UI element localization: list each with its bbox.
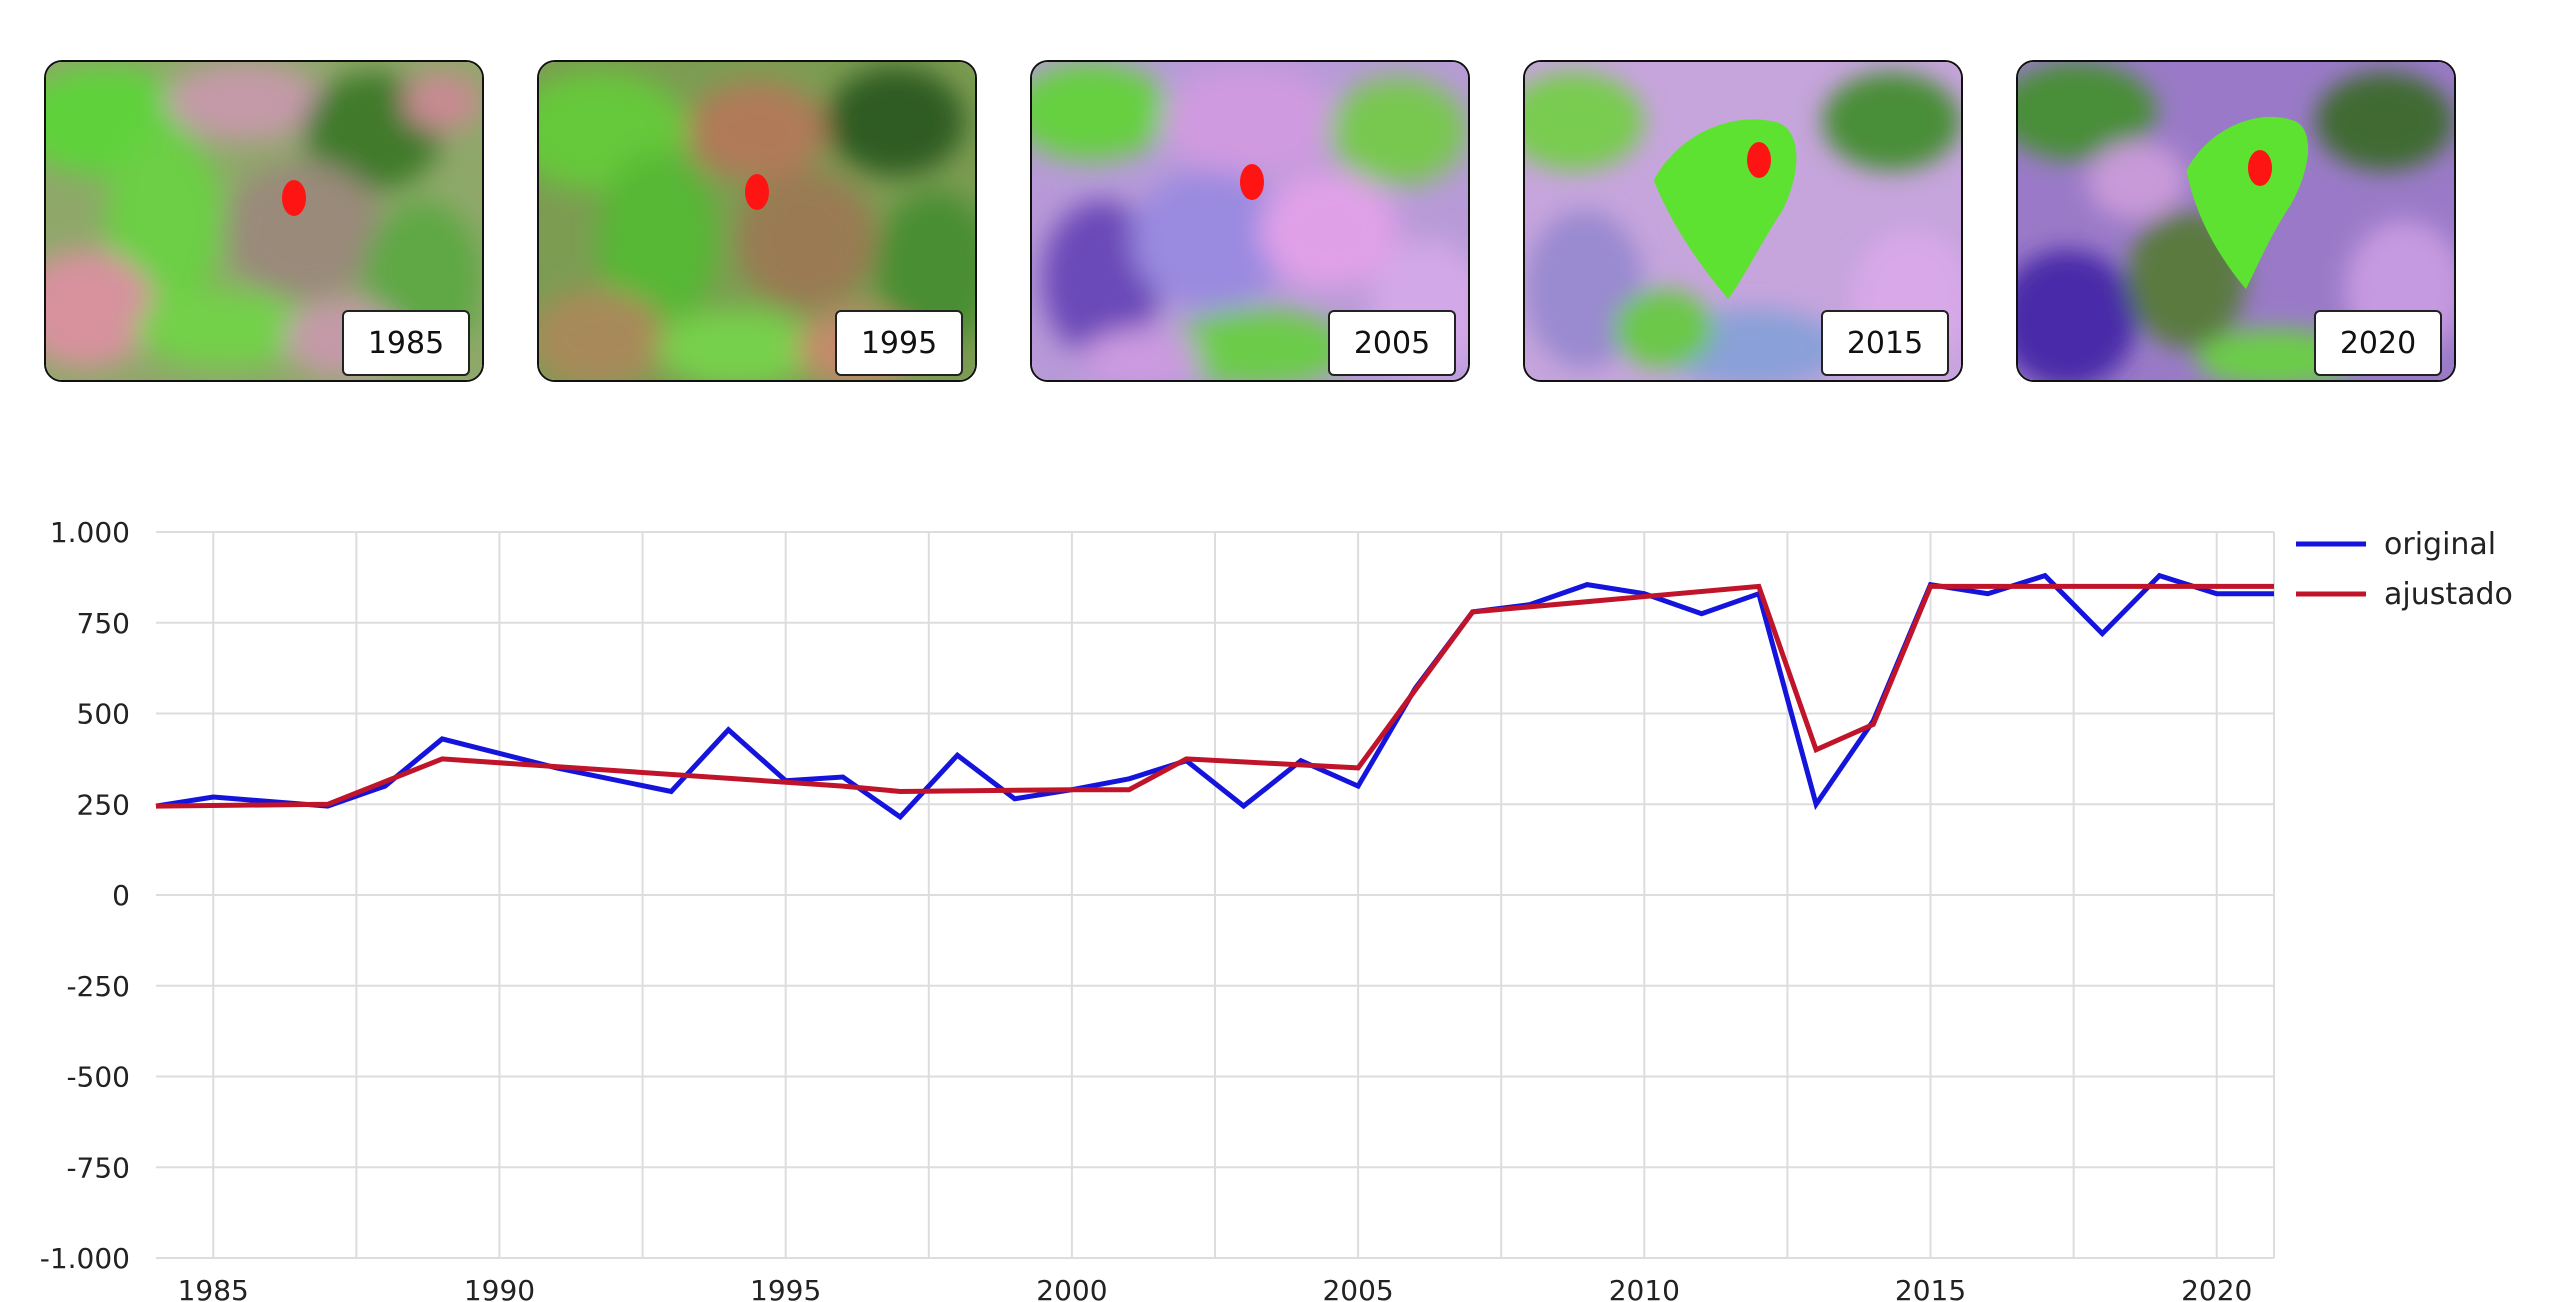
- y-tick-label: -750: [66, 1151, 130, 1184]
- x-tick-label: 2020: [2181, 1274, 2252, 1302]
- y-tick-label: -1.000: [40, 1242, 130, 1275]
- thumbnail-2005: 2005: [1030, 60, 1470, 382]
- thumbnail-1985: 1985: [44, 60, 484, 382]
- location-marker: [1747, 142, 1771, 178]
- satellite-image-1985: [46, 62, 482, 380]
- satellite-image-2005: [1032, 62, 1468, 380]
- y-tick-label: 250: [77, 788, 130, 821]
- chart-legend: original ajustado: [2296, 527, 2513, 612]
- y-tick-label: 1.000: [50, 516, 130, 549]
- x-tick-label: 2005: [1322, 1274, 1393, 1302]
- y-tick-label: 0: [112, 879, 130, 912]
- y-tick-label: -500: [66, 1061, 130, 1094]
- thumbnail-1995: 1995: [537, 60, 977, 382]
- year-label: 2020: [2314, 310, 2442, 376]
- x-tick-label: 2015: [1895, 1274, 1966, 1302]
- chart-series: [155, 572, 2274, 821]
- year-label: 1995: [835, 310, 963, 376]
- year-label: 2005: [1328, 310, 1456, 376]
- year-label: 2015: [1821, 310, 1949, 376]
- location-marker: [1240, 164, 1264, 200]
- thumbnail-2020: 2020: [2016, 60, 2456, 382]
- x-tick-label: 1990: [464, 1274, 535, 1302]
- series-line-ajustado: [155, 583, 2274, 809]
- y-tick-label: 500: [77, 698, 130, 731]
- year-label: 1985: [342, 310, 470, 376]
- thumbnail-2015: 2015: [1523, 60, 1963, 382]
- y-tick-label: 750: [77, 607, 130, 640]
- x-axis-ticks: 1985 1990 1995 2000 2005 2010 2015 2020: [178, 1274, 2253, 1302]
- legend-label-original: original: [2384, 527, 2496, 562]
- x-tick-label: 1985: [178, 1274, 249, 1302]
- location-marker: [2248, 150, 2272, 186]
- satellite-thumbnails: 1985 1995: [0, 0, 2560, 400]
- satellite-image-2015: [1525, 62, 1961, 380]
- satellite-image-1995: [539, 62, 975, 380]
- location-marker: [282, 180, 306, 216]
- x-tick-label: 1995: [750, 1274, 821, 1302]
- x-tick-label: 2010: [1609, 1274, 1680, 1302]
- legend-label-ajustado: ajustado: [2384, 577, 2513, 612]
- location-marker: [745, 174, 769, 210]
- chart-grid: [156, 531, 2275, 1259]
- y-tick-label: -250: [66, 970, 130, 1003]
- x-tick-label: 2000: [1036, 1274, 1107, 1302]
- y-axis-ticks: 1.000 750 500 250 0 -250 -500 -750 -1.000: [40, 516, 130, 1275]
